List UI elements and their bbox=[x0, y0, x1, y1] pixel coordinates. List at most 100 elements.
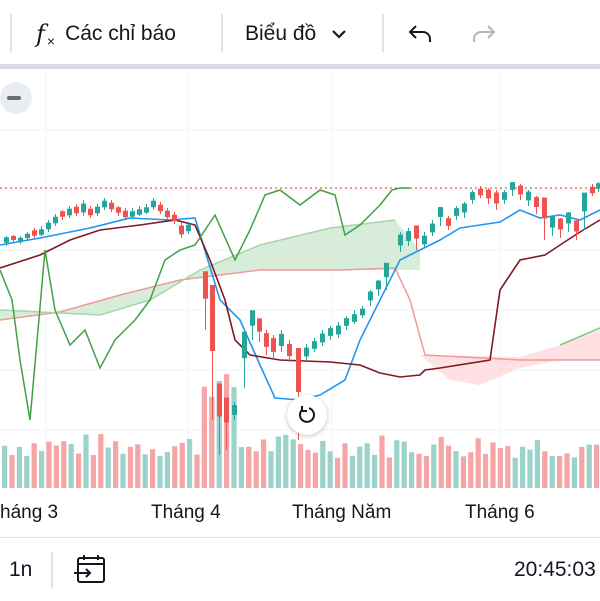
volume-bar bbox=[579, 447, 585, 488]
candle-body bbox=[406, 231, 411, 241]
candle-body bbox=[422, 235, 427, 245]
volume-bar bbox=[135, 444, 141, 488]
interval-button[interactable]: 1n bbox=[9, 558, 33, 581]
candle-body bbox=[312, 341, 317, 349]
volume-bar bbox=[335, 457, 341, 488]
goto-date-button[interactable] bbox=[72, 552, 108, 588]
volume-bar bbox=[497, 447, 503, 488]
base-line bbox=[0, 219, 600, 378]
volume-bar bbox=[438, 436, 444, 488]
volume-bar bbox=[231, 387, 237, 488]
candle-body bbox=[179, 225, 184, 235]
toolbar-separator-band bbox=[0, 64, 600, 69]
volume-bar bbox=[386, 457, 392, 488]
candle-body bbox=[46, 222, 51, 230]
candle-body bbox=[376, 280, 381, 290]
volume-bar bbox=[9, 455, 15, 488]
volume-bar bbox=[179, 442, 185, 488]
volume-bar bbox=[172, 446, 178, 488]
candle-body bbox=[574, 220, 579, 232]
candle-body bbox=[494, 192, 499, 204]
volume-bar bbox=[127, 446, 133, 488]
chevron-down-icon bbox=[332, 30, 347, 39]
candle-body bbox=[224, 397, 229, 423]
collapse-button[interactable] bbox=[0, 82, 32, 114]
x-axis-label: Tháng 6 bbox=[465, 502, 535, 523]
volume-bar bbox=[164, 452, 170, 488]
cloud-bear-area bbox=[420, 330, 600, 385]
volume-bar bbox=[423, 455, 429, 488]
volume-bar bbox=[261, 439, 267, 488]
volume-bar bbox=[349, 455, 355, 488]
volume-bar bbox=[157, 456, 163, 488]
ichimoku-cloud bbox=[0, 219, 600, 385]
candle-body bbox=[566, 212, 571, 224]
candle-body bbox=[203, 271, 208, 299]
candle-body bbox=[39, 229, 44, 235]
volume-bar bbox=[586, 444, 592, 488]
volume-bar bbox=[150, 449, 156, 488]
candle-body bbox=[123, 210, 128, 218]
candle-body bbox=[67, 208, 72, 216]
candle-body bbox=[320, 333, 325, 343]
candle-body bbox=[454, 208, 459, 216]
indicator-lines bbox=[0, 187, 600, 421]
volume-bar bbox=[275, 436, 281, 488]
x-axis-label: háng 3 bbox=[0, 502, 59, 523]
x-axis-label: Tháng Năm bbox=[292, 502, 392, 523]
volume-bar bbox=[460, 456, 466, 488]
lagging-span bbox=[0, 187, 410, 421]
toolbar-divider bbox=[10, 14, 12, 52]
volume-bar bbox=[520, 446, 526, 488]
candle-body bbox=[257, 318, 262, 332]
volume-bar bbox=[283, 434, 289, 488]
volume-bar bbox=[298, 444, 304, 488]
volume-bar bbox=[468, 452, 474, 488]
top-toolbar: f × Các chỉ báo Biểu đồ bbox=[0, 0, 600, 66]
candle-body bbox=[102, 200, 107, 208]
candle-body bbox=[384, 262, 389, 278]
volume-bar bbox=[253, 451, 259, 488]
candle-body bbox=[368, 291, 373, 301]
candle-body bbox=[232, 405, 237, 415]
volume-bar bbox=[238, 447, 244, 488]
volume-bar bbox=[53, 445, 59, 488]
candle-body bbox=[137, 209, 142, 215]
candle-body bbox=[60, 211, 65, 217]
candle-body bbox=[510, 182, 515, 190]
candle-body bbox=[550, 216, 555, 228]
candle-body bbox=[478, 188, 483, 196]
chart-type-dropdown[interactable]: Biểu đồ bbox=[245, 14, 348, 54]
volume-bar bbox=[490, 442, 496, 488]
volume-bar bbox=[209, 396, 215, 488]
volume-bar bbox=[24, 456, 30, 488]
reset-chart-button[interactable] bbox=[287, 395, 327, 435]
candle-body bbox=[344, 318, 349, 326]
undo-button[interactable] bbox=[406, 14, 434, 54]
volume-bar bbox=[246, 446, 252, 488]
volume-bar bbox=[290, 439, 296, 488]
candle-body bbox=[151, 200, 156, 208]
candle-body bbox=[534, 197, 539, 207]
volume-bar bbox=[446, 445, 452, 488]
candle-body bbox=[502, 192, 507, 200]
indicators-button[interactable]: f × Các chỉ báo bbox=[36, 14, 176, 54]
candle-body bbox=[250, 310, 255, 326]
candle-body bbox=[296, 348, 301, 392]
volume-bar bbox=[557, 455, 563, 488]
candle-body bbox=[4, 237, 9, 243]
volume-bar bbox=[512, 457, 518, 488]
cloud-bull-area bbox=[0, 220, 420, 320]
candle-body bbox=[81, 203, 86, 213]
redo-icon bbox=[473, 25, 496, 42]
candle-body bbox=[446, 218, 451, 226]
redo-button[interactable] bbox=[470, 14, 498, 54]
volume-bar bbox=[527, 449, 533, 488]
volume-bar bbox=[342, 443, 348, 488]
candle-body bbox=[172, 214, 177, 222]
candle-body bbox=[242, 331, 247, 359]
fx-icon-sub: × bbox=[46, 33, 56, 49]
price-chart[interactable] bbox=[0, 69, 600, 488]
volume-bar bbox=[76, 453, 82, 488]
clock: 20:45:03 bbox=[514, 558, 596, 581]
